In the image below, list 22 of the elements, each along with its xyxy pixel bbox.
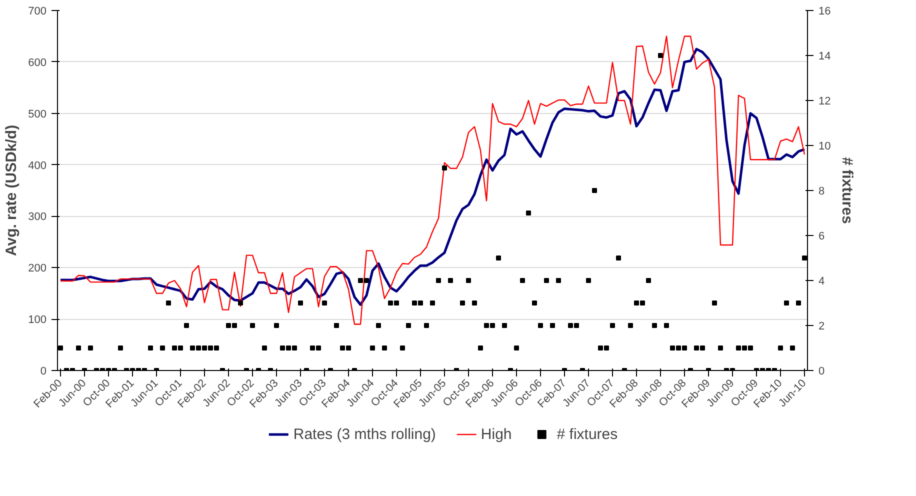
- y-tick-label: 300: [28, 211, 47, 224]
- y2-tick-label: 6: [818, 230, 825, 242]
- y-tick-label: 700: [28, 6, 47, 18]
- y2-tick-label: 14: [818, 50, 831, 62]
- y-tick-label: 200: [28, 262, 47, 275]
- y2-tick-label: 8: [818, 186, 825, 198]
- y-tick-label: 100: [28, 314, 47, 326]
- legend-label: # fixtures: [556, 426, 618, 442]
- y-axis-title: Avg. rate (USDk/d): [3, 124, 20, 256]
- y2-tick-label: 2: [818, 320, 825, 332]
- y2-axis-title: # fixtures: [838, 157, 856, 224]
- y-tick-label: 0: [40, 366, 47, 378]
- y-tick-label: 400: [28, 160, 47, 172]
- y2-tick-label: 0: [818, 366, 825, 378]
- y2-tick-label: 10: [818, 140, 831, 152]
- y2-tick-label: 4: [818, 276, 825, 288]
- legend-label: High: [480, 426, 512, 442]
- y-tick-label: 600: [28, 56, 47, 69]
- y2-tick-label: 12: [818, 96, 831, 108]
- y-tick-label: 500: [28, 108, 47, 120]
- y2-tick-label: 16: [818, 6, 831, 18]
- legend-label: Rates (3 mths rolling): [293, 426, 436, 442]
